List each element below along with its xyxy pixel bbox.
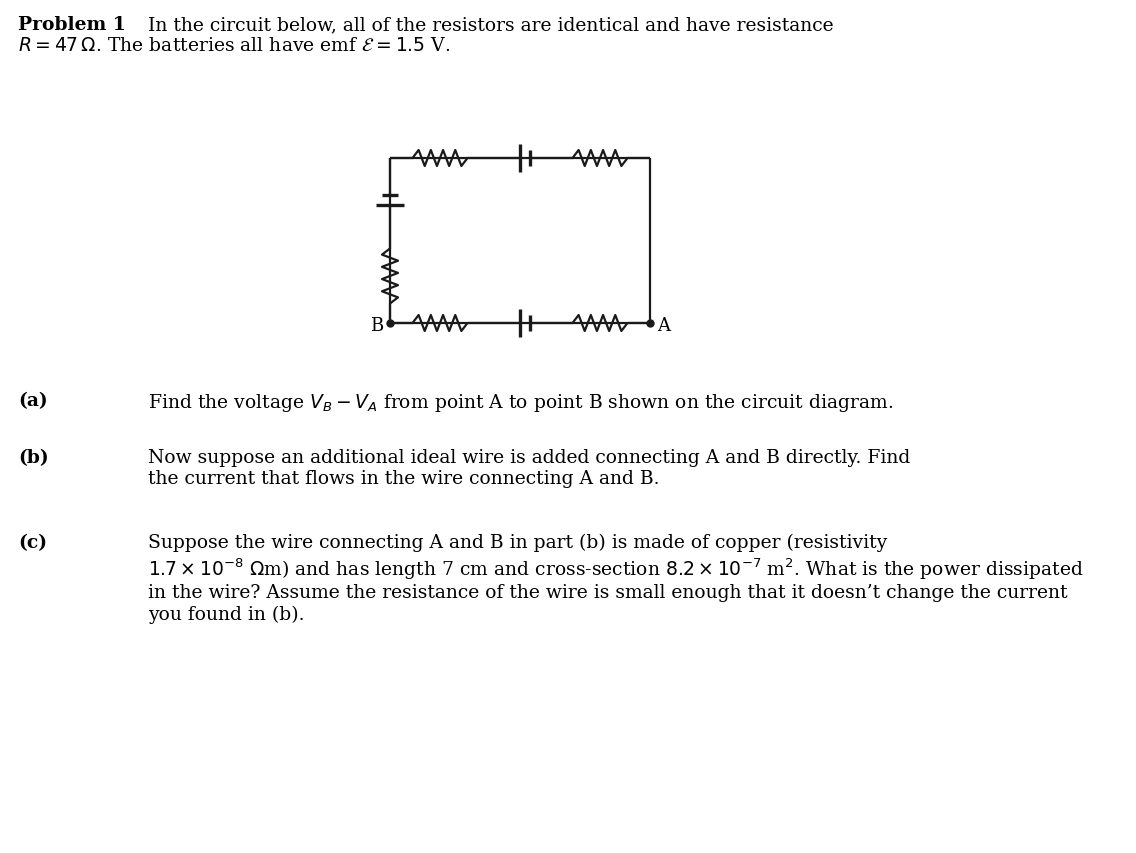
Text: Suppose the wire connecting A and B in part (b) is made of copper (resistivity
$: Suppose the wire connecting A and B in p… (148, 533, 1084, 623)
Text: Find the voltage $V_B - V_A$ from point A to point B shown on the circuit diagra: Find the voltage $V_B - V_A$ from point … (148, 392, 894, 414)
Text: Now suppose an additional ideal wire is added connecting A and B directly. Find
: Now suppose an additional ideal wire is … (148, 449, 910, 487)
Text: (a): (a) (18, 392, 48, 409)
Text: $R = 47\,\Omega$. The batteries all have emf $\mathcal{E} = 1.5$ V.: $R = 47\,\Omega$. The batteries all have… (18, 37, 451, 55)
Text: B: B (370, 316, 383, 334)
Text: (c): (c) (18, 533, 47, 551)
Text: (b): (b) (18, 449, 49, 467)
Text: Problem 1: Problem 1 (18, 16, 126, 34)
Text: In the circuit below, all of the resistors are identical and have resistance: In the circuit below, all of the resisto… (148, 16, 834, 34)
Text: A: A (657, 316, 670, 334)
